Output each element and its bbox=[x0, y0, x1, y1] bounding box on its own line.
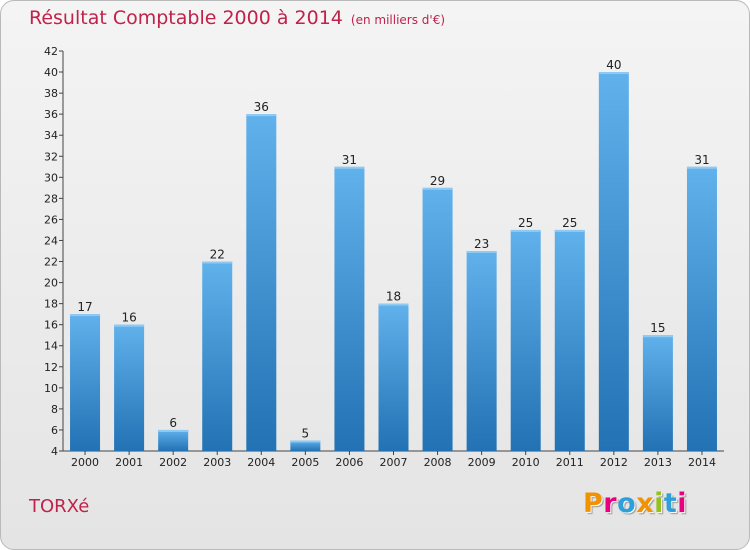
bar-highlight bbox=[466, 251, 497, 253]
y-tick-label: 8 bbox=[51, 403, 58, 416]
chart-subtitle: (en milliers d'€) bbox=[350, 13, 446, 27]
bar-highlight bbox=[554, 229, 585, 232]
data-label: 17 bbox=[77, 300, 92, 314]
y-tick-label: 30 bbox=[44, 171, 58, 184]
y-tick-label: 34 bbox=[44, 129, 58, 142]
y-tick-label: 10 bbox=[44, 382, 58, 395]
data-label: 36 bbox=[254, 100, 269, 114]
x-tick-label: 2002 bbox=[159, 456, 187, 469]
y-tick-label: 40 bbox=[44, 66, 58, 79]
bar-highlight bbox=[290, 440, 321, 443]
data-label: 6 bbox=[169, 416, 177, 430]
place-name: TORXé bbox=[29, 496, 90, 517]
logo-letter: i bbox=[677, 488, 688, 519]
data-label: 23 bbox=[474, 237, 489, 251]
bar bbox=[202, 261, 233, 451]
bar-highlight bbox=[378, 303, 409, 306]
bar bbox=[114, 324, 145, 451]
logo-letter: i bbox=[654, 488, 664, 519]
bar bbox=[70, 314, 101, 451]
x-tick-label: 2008 bbox=[424, 456, 452, 469]
y-tick-label: 22 bbox=[44, 256, 58, 269]
bar bbox=[334, 166, 365, 451]
data-label: 29 bbox=[430, 174, 445, 188]
y-tick-label: 42 bbox=[44, 45, 58, 58]
bar-highlight bbox=[202, 261, 233, 264]
y-tick-label: 4 bbox=[51, 445, 58, 458]
data-label: 31 bbox=[694, 153, 709, 167]
bar-highlight bbox=[422, 187, 453, 190]
data-label: 18 bbox=[386, 290, 401, 304]
y-tick-label: 12 bbox=[44, 361, 58, 374]
x-tick-label: 2003 bbox=[203, 456, 231, 469]
y-tick-label: 38 bbox=[44, 87, 58, 100]
bar bbox=[686, 166, 717, 451]
bar bbox=[158, 429, 189, 451]
x-tick-label: 2005 bbox=[291, 456, 319, 469]
x-tick-label: 2014 bbox=[688, 456, 716, 469]
logo-letter: x bbox=[636, 488, 655, 519]
y-tick-label: 32 bbox=[44, 150, 58, 163]
bar bbox=[466, 251, 497, 451]
y-tick-label: 36 bbox=[44, 108, 58, 121]
x-tick-label: 2000 bbox=[71, 456, 99, 469]
chart-title-text: Résultat Comptable 2000 à 2014 bbox=[29, 7, 343, 29]
x-tick-label: 2010 bbox=[512, 456, 540, 469]
bar bbox=[422, 187, 453, 451]
bar bbox=[642, 335, 673, 451]
bar bbox=[598, 72, 629, 451]
x-tick-label: 2011 bbox=[556, 456, 584, 469]
bar-highlight bbox=[686, 166, 717, 169]
x-tick-label: 2006 bbox=[335, 456, 363, 469]
bar bbox=[290, 440, 321, 451]
data-label: 31 bbox=[342, 153, 357, 167]
bar bbox=[510, 229, 541, 451]
x-tick-label: 2009 bbox=[468, 456, 496, 469]
data-label: 22 bbox=[210, 248, 225, 262]
x-tick-label: 2012 bbox=[600, 456, 628, 469]
y-tick-label: 14 bbox=[44, 340, 58, 353]
logo-letter: t bbox=[663, 488, 678, 519]
y-tick-label: 18 bbox=[44, 298, 58, 311]
data-label: 5 bbox=[302, 426, 310, 440]
data-label: 16 bbox=[121, 311, 136, 325]
proxiti-logo[interactable]: Proxiti bbox=[583, 488, 687, 519]
bar-highlight bbox=[158, 429, 189, 432]
data-label: 25 bbox=[518, 216, 533, 230]
chart-bars bbox=[70, 72, 717, 451]
y-tick-label: 16 bbox=[44, 319, 58, 332]
chart-title: Résultat Comptable 2000 à 2014 (en millie… bbox=[29, 7, 445, 29]
bar-highlight bbox=[598, 72, 629, 75]
bar-highlight bbox=[114, 324, 145, 327]
x-tick-label: 2004 bbox=[247, 456, 275, 469]
logo-letter: P bbox=[583, 488, 604, 519]
y-tick-label: 24 bbox=[44, 234, 58, 247]
y-tick-label: 28 bbox=[44, 192, 58, 205]
y-tick-label: 6 bbox=[51, 424, 58, 437]
data-label: 25 bbox=[562, 216, 577, 230]
bar bbox=[378, 303, 409, 451]
bar bbox=[554, 229, 585, 451]
bar-highlight bbox=[510, 229, 541, 232]
x-tick-label: 2001 bbox=[115, 456, 143, 469]
bar-highlight bbox=[70, 314, 101, 317]
chart-labels: 17 2000 16 2001 6 2002 22 2003 36 2004 5 2005 31 2006… bbox=[71, 58, 716, 469]
logo-letter: o bbox=[617, 488, 637, 519]
logo-letter: r bbox=[603, 488, 618, 519]
bar-highlight bbox=[642, 335, 673, 338]
y-tick-label: 20 bbox=[44, 277, 58, 290]
data-label: 15 bbox=[650, 321, 665, 335]
y-tick-label: 26 bbox=[44, 213, 58, 226]
data-label: 40 bbox=[606, 58, 621, 72]
bar-highlight bbox=[246, 114, 277, 117]
x-tick-label: 2013 bbox=[644, 456, 672, 469]
x-tick-label: 2007 bbox=[380, 456, 408, 469]
bar bbox=[246, 114, 277, 451]
bar-highlight bbox=[334, 166, 365, 169]
